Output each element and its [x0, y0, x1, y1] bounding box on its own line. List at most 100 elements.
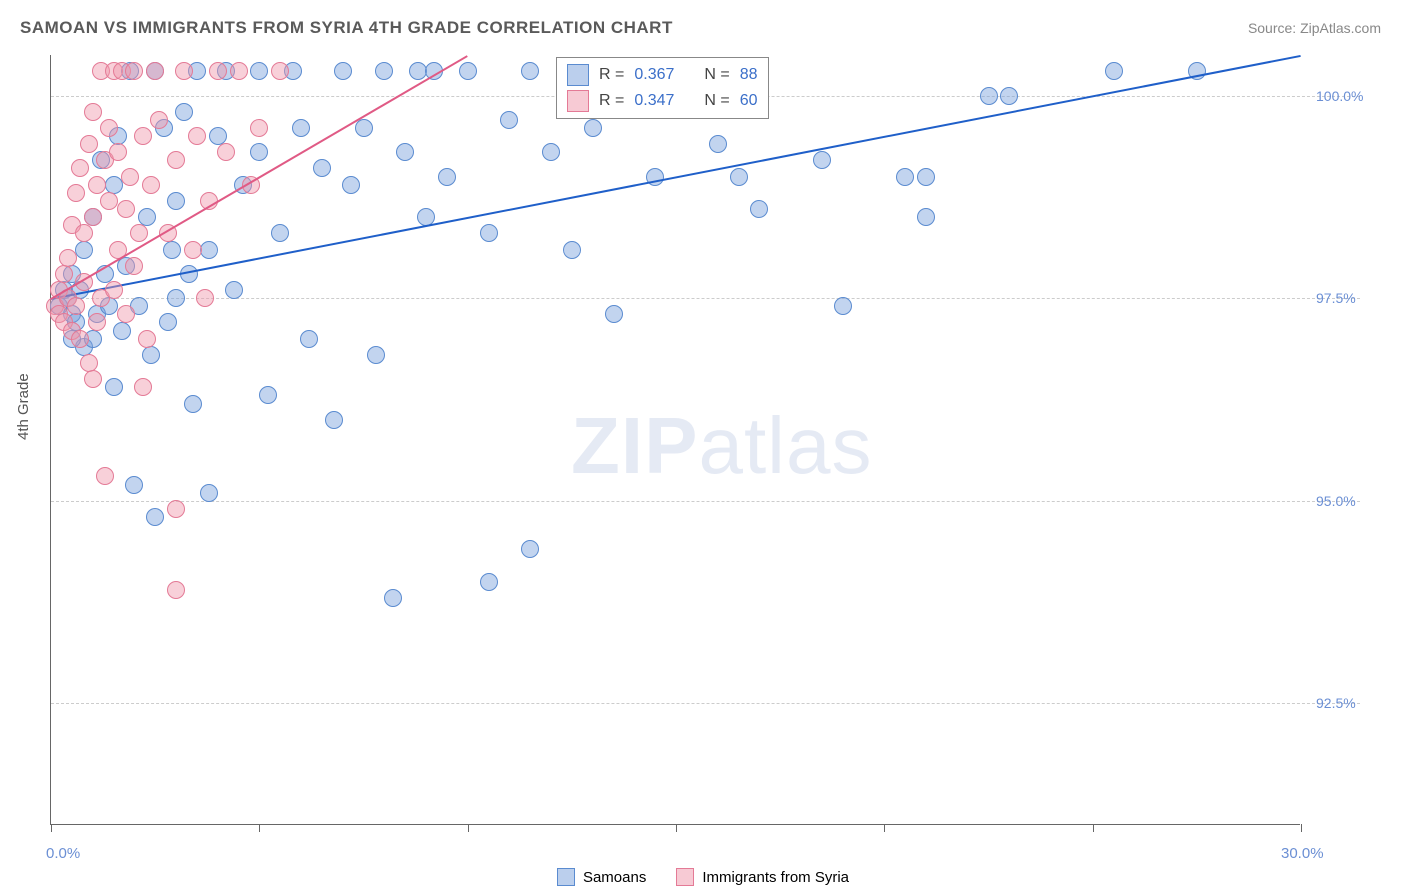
data-point: [1105, 62, 1123, 80]
data-point: [134, 127, 152, 145]
r-value: 0.367: [634, 66, 674, 84]
data-point: [100, 119, 118, 137]
data-point: [500, 111, 518, 129]
chart-title: SAMOAN VS IMMIGRANTS FROM SYRIA 4TH GRAD…: [20, 18, 673, 38]
y-tick-label: 100.0%: [1316, 88, 1363, 104]
data-point: [334, 62, 352, 80]
data-point: [563, 241, 581, 259]
data-point: [175, 103, 193, 121]
x-tick: [1301, 824, 1302, 832]
data-point: [313, 159, 331, 177]
data-point: [250, 119, 268, 137]
data-point: [225, 281, 243, 299]
data-point: [834, 297, 852, 315]
data-point: [84, 103, 102, 121]
data-point: [409, 62, 427, 80]
data-point: [117, 200, 135, 218]
data-point: [250, 143, 268, 161]
data-point: [125, 62, 143, 80]
data-point: [813, 151, 831, 169]
data-point: [480, 573, 498, 591]
data-point: [167, 500, 185, 518]
n-label: N =: [704, 66, 729, 84]
legend-swatch: [676, 868, 694, 886]
data-point: [150, 111, 168, 129]
source-attribution: Source: ZipAtlas.com: [1248, 20, 1381, 36]
n-value: 60: [740, 92, 758, 110]
data-point: [367, 346, 385, 364]
x-tick: [884, 824, 885, 832]
y-tick-label: 97.5%: [1316, 290, 1356, 306]
r-label: R =: [599, 66, 624, 84]
x-tick: [676, 824, 677, 832]
data-point: [521, 62, 539, 80]
legend-swatch: [557, 868, 575, 886]
legend-bottom: Samoans Immigrants from Syria: [0, 868, 1406, 886]
data-point: [105, 281, 123, 299]
data-point: [96, 467, 114, 485]
plot-area: 92.5%95.0%97.5%100.0%0.0%30.0%ZIPatlasR …: [50, 55, 1300, 825]
data-point: [117, 305, 135, 323]
legend-stats-row: R =0.367N =88: [567, 62, 758, 88]
y-axis-title: 4th Grade: [15, 373, 32, 440]
data-point: [175, 62, 193, 80]
data-point: [167, 192, 185, 210]
data-point: [59, 249, 77, 267]
data-point: [709, 135, 727, 153]
data-point: [375, 62, 393, 80]
data-point: [159, 313, 177, 331]
data-point: [125, 257, 143, 275]
y-tick-label: 95.0%: [1316, 493, 1356, 509]
data-point: [130, 224, 148, 242]
legend-label: Immigrants from Syria: [702, 869, 849, 886]
data-point: [188, 127, 206, 145]
data-point: [250, 62, 268, 80]
x-tick: [468, 824, 469, 832]
data-point: [521, 540, 539, 558]
data-point: [209, 62, 227, 80]
legend-swatch: [567, 64, 589, 86]
data-point: [271, 224, 289, 242]
data-point: [542, 143, 560, 161]
data-point: [184, 395, 202, 413]
y-tick-label: 92.5%: [1316, 695, 1356, 711]
data-point: [730, 168, 748, 186]
data-point: [84, 370, 102, 388]
data-point: [917, 168, 935, 186]
legend-item: Samoans: [557, 868, 646, 886]
data-point: [896, 168, 914, 186]
legend-swatch: [567, 90, 589, 112]
data-point: [980, 87, 998, 105]
data-point: [142, 176, 160, 194]
data-point: [67, 297, 85, 315]
data-point: [84, 208, 102, 226]
data-point: [259, 386, 277, 404]
data-point: [271, 62, 289, 80]
r-value: 0.347: [634, 92, 674, 110]
watermark: ZIPatlas: [571, 400, 872, 492]
data-point: [230, 62, 248, 80]
data-point: [605, 305, 623, 323]
data-point: [584, 119, 602, 137]
data-point: [438, 168, 456, 186]
x-tick-label: 30.0%: [1281, 845, 1324, 862]
data-point: [184, 241, 202, 259]
data-point: [75, 241, 93, 259]
r-label: R =: [599, 92, 624, 110]
data-point: [121, 168, 139, 186]
data-point: [88, 176, 106, 194]
x-tick-label: 0.0%: [46, 845, 80, 862]
data-point: [55, 265, 73, 283]
data-point: [342, 176, 360, 194]
legend-stats-row: R =0.347N =60: [567, 88, 758, 114]
data-point: [167, 151, 185, 169]
data-point: [167, 581, 185, 599]
data-point: [88, 313, 106, 331]
data-point: [125, 476, 143, 494]
data-point: [750, 200, 768, 218]
plot-inner: 92.5%95.0%97.5%100.0%0.0%30.0%ZIPatlasR …: [51, 55, 1300, 824]
data-point: [105, 378, 123, 396]
data-point: [163, 241, 181, 259]
data-point: [80, 354, 98, 372]
data-point: [80, 135, 98, 153]
